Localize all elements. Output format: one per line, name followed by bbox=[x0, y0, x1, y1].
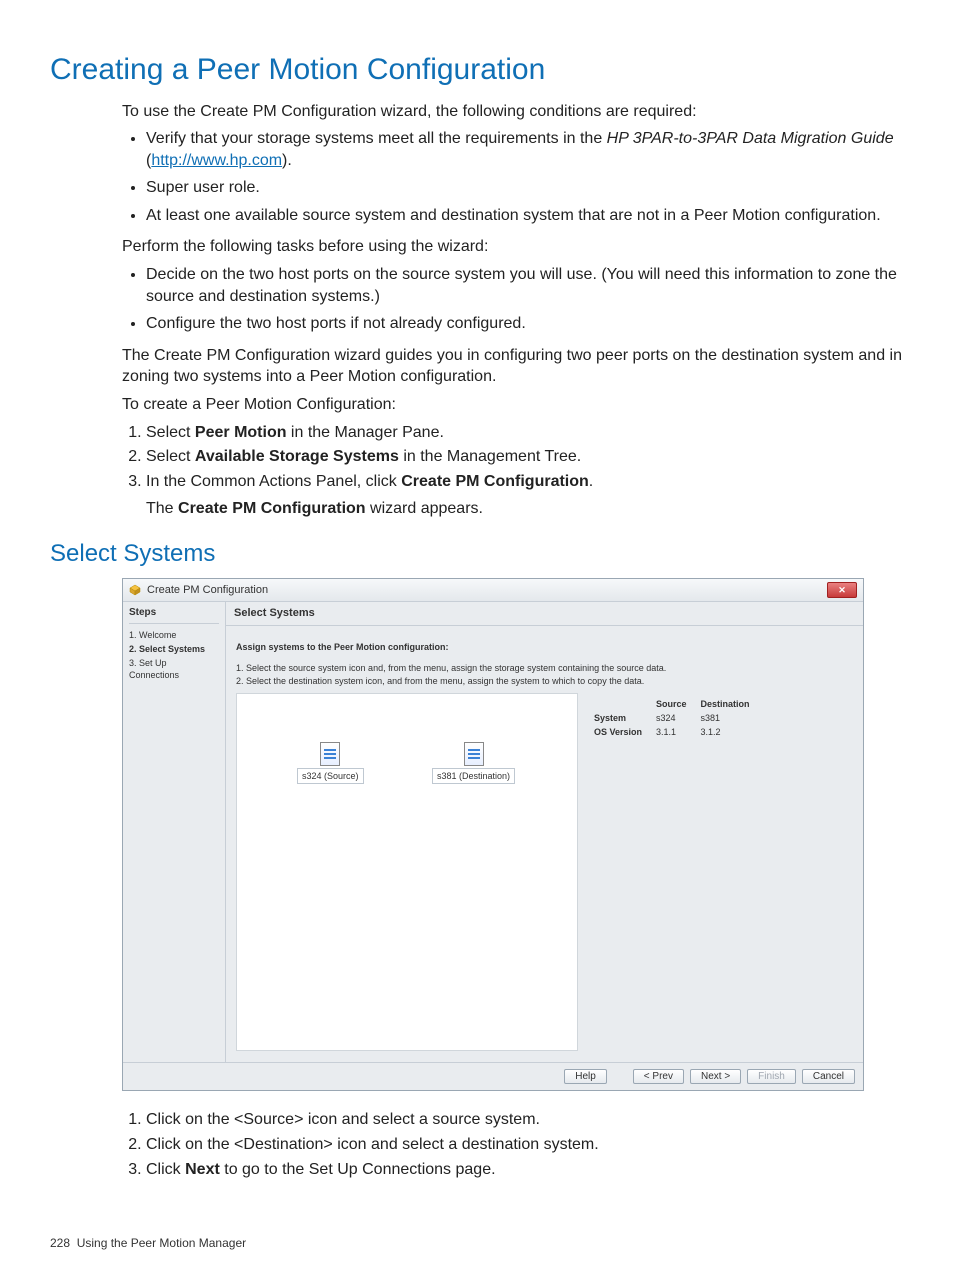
list-item: Configure the two host ports if not alre… bbox=[146, 313, 904, 335]
storage-icon bbox=[320, 742, 340, 766]
post-steps-block: Click on the <Source> icon and select a … bbox=[122, 1109, 904, 1180]
tasks-list: Decide on the two host ports on the sour… bbox=[122, 264, 904, 335]
tocreate-text: To create a Peer Motion Configuration: bbox=[122, 394, 904, 416]
text: . bbox=[589, 473, 593, 490]
steps-sidebar: Steps 1. Welcome 2. Select Systems 3. Se… bbox=[123, 602, 226, 1062]
list-item: At least one available source system and… bbox=[146, 205, 904, 227]
list-item: Decide on the two host ports on the sour… bbox=[146, 264, 904, 307]
list-item: Click on the <Destination> icon and sele… bbox=[146, 1134, 904, 1156]
hp-link[interactable]: http://www.hp.com bbox=[151, 152, 282, 169]
text: to go to the Set Up Connections page. bbox=[220, 1161, 496, 1178]
bold-text: Available Storage Systems bbox=[195, 448, 399, 465]
list-item: Click Next to go to the Set Up Connectio… bbox=[146, 1159, 904, 1181]
page-number: 228 bbox=[50, 1236, 70, 1250]
post-steps-list: Click on the <Source> icon and select a … bbox=[122, 1109, 904, 1180]
text: ). bbox=[282, 152, 292, 169]
bold-text: Create PM Configuration bbox=[178, 500, 366, 517]
assign-line-2: 2. Select the destination system icon, a… bbox=[236, 675, 853, 687]
text: The bbox=[146, 500, 178, 517]
text: Select bbox=[146, 448, 195, 465]
assign-instructions: Assign systems to the Peer Motion config… bbox=[226, 626, 863, 688]
wizard-titlebar: Create PM Configuration ✕ bbox=[123, 579, 863, 602]
intro-block: To use the Create PM Configuration wizar… bbox=[122, 101, 904, 521]
perform-text: Perform the following tasks before using… bbox=[122, 236, 904, 258]
row-system-label: System bbox=[594, 711, 656, 725]
destination-system-icon[interactable]: s381 (Destination) bbox=[432, 742, 515, 784]
list-item: Super user role. bbox=[146, 177, 904, 199]
system-canvas: s324 (Source) s381 (Destination) bbox=[236, 693, 578, 1051]
os-dest-value: 3.1.2 bbox=[701, 725, 764, 739]
storage-icon bbox=[464, 742, 484, 766]
subhead-select-systems: Select Systems bbox=[50, 538, 904, 570]
row-os-label: OS Version bbox=[594, 725, 656, 739]
step-setup-connections[interactable]: 3. Set Up Connections bbox=[129, 656, 219, 682]
source-system-label: s324 (Source) bbox=[297, 768, 364, 784]
close-button[interactable]: ✕ bbox=[827, 582, 857, 598]
assign-lead: Assign systems to the Peer Motion config… bbox=[236, 641, 853, 653]
step-select-systems[interactable]: 2. Select Systems bbox=[129, 642, 219, 656]
wizard-main-header: Select Systems bbox=[226, 602, 863, 626]
wizard-window: Create PM Configuration ✕ Steps 1. Welco… bbox=[122, 578, 864, 1091]
text: Select bbox=[146, 424, 195, 441]
text: in the Manager Pane. bbox=[286, 424, 443, 441]
text: In the Common Actions Panel, click bbox=[146, 473, 401, 490]
bold-text: Peer Motion bbox=[195, 424, 287, 441]
col-destination: Destination bbox=[701, 697, 764, 711]
system-info-panel: Source Destination System s324 s381 OS V… bbox=[578, 689, 863, 1051]
help-button[interactable]: Help bbox=[564, 1069, 607, 1084]
list-item: Select Peer Motion in the Manager Pane. bbox=[146, 422, 904, 444]
text: Verify that your storage systems meet al… bbox=[146, 130, 607, 147]
bold-text: Next bbox=[185, 1161, 220, 1178]
page-footer: 228 Using the Peer Motion Manager bbox=[50, 1235, 246, 1251]
text: in the Management Tree. bbox=[399, 448, 581, 465]
os-source-value: 3.1.1 bbox=[656, 725, 701, 739]
finish-button: Finish bbox=[747, 1069, 796, 1084]
steps-header: Steps bbox=[129, 606, 219, 624]
list-item: Verify that your storage systems meet al… bbox=[146, 128, 904, 171]
prev-button[interactable]: < Prev bbox=[633, 1069, 684, 1084]
italic-text: HP 3PAR-to-3PAR Data Migration Guide bbox=[607, 130, 894, 147]
wizard-screenshot: Create PM Configuration ✕ Steps 1. Welco… bbox=[122, 578, 904, 1091]
text: Click bbox=[146, 1161, 185, 1178]
list-item: Select Available Storage Systems in the … bbox=[146, 446, 904, 468]
page-title: Creating a Peer Motion Configuration bbox=[50, 50, 904, 91]
bold-text: Create PM Configuration bbox=[401, 473, 589, 490]
app-icon bbox=[129, 584, 141, 596]
wizard-footer: Help < Prev Next > Finish Cancel bbox=[123, 1062, 863, 1090]
conditions-list: Verify that your storage systems meet al… bbox=[122, 128, 904, 226]
source-system-icon[interactable]: s324 (Source) bbox=[297, 742, 364, 784]
guides-text: The Create PM Configuration wizard guide… bbox=[122, 345, 904, 388]
assign-line-1: 1. Select the source system icon and, fr… bbox=[236, 662, 853, 674]
list-item: In the Common Actions Panel, click Creat… bbox=[146, 471, 904, 520]
cancel-button[interactable]: Cancel bbox=[802, 1069, 855, 1084]
system-info-table: Source Destination System s324 s381 OS V… bbox=[594, 697, 764, 739]
system-source-value: s324 bbox=[656, 711, 701, 725]
system-dest-value: s381 bbox=[701, 711, 764, 725]
destination-system-label: s381 (Destination) bbox=[432, 768, 515, 784]
footer-label: Using the Peer Motion Manager bbox=[77, 1236, 246, 1250]
intro-text: To use the Create PM Configuration wizar… bbox=[122, 101, 904, 123]
list-item: Click on the <Source> icon and select a … bbox=[146, 1109, 904, 1131]
create-steps: Select Peer Motion in the Manager Pane. … bbox=[122, 422, 904, 520]
wizard-title: Create PM Configuration bbox=[147, 583, 268, 598]
next-button[interactable]: Next > bbox=[690, 1069, 741, 1084]
step-welcome[interactable]: 1. Welcome bbox=[129, 628, 219, 642]
col-source: Source bbox=[656, 697, 701, 711]
text: wizard appears. bbox=[366, 500, 483, 517]
